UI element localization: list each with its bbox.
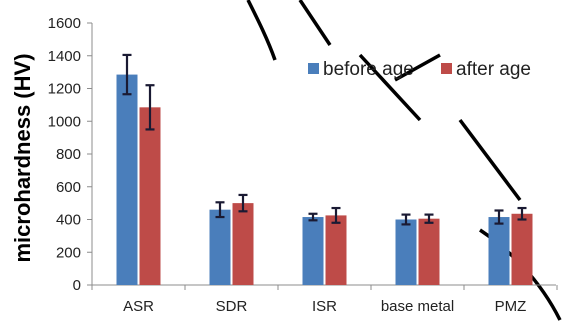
error-bars — [122, 53, 527, 226]
bar-after-sdr — [232, 203, 254, 285]
y-tick-label: 1600 — [48, 15, 81, 32]
bar-before-isr — [302, 217, 324, 285]
y-tick-label: 1400 — [48, 48, 81, 65]
bar-after-base-metal — [418, 218, 440, 285]
legend-label: after age — [456, 59, 531, 80]
y-tick-label: 0 — [73, 277, 81, 294]
y-tick-label: 1200 — [48, 81, 81, 98]
bar-before-pmz — [488, 217, 510, 285]
y-tick-label: 400 — [56, 212, 81, 229]
x-tick-label: ISR — [312, 298, 337, 315]
y-tick-label: 200 — [56, 244, 81, 261]
bars — [116, 74, 533, 285]
y-axis-label: microhardness (HV) — [10, 53, 35, 262]
x-tick-label: SDR — [216, 298, 248, 315]
y-tick-label: 800 — [56, 146, 81, 163]
x-tick-label: base metal — [381, 298, 454, 315]
y-tick-label: 1000 — [48, 113, 81, 130]
x-tick-label: ASR — [123, 298, 154, 315]
legend: before age after age — [308, 59, 531, 80]
legend-swatch — [441, 63, 452, 74]
axes — [87, 22, 558, 290]
bar-before-base-metal — [395, 219, 417, 285]
legend-swatch — [308, 63, 319, 74]
labels: 0 200 400 600 800 1000 1200 1400 1600 microhardne… — [10, 15, 526, 315]
y-tick-label: 600 — [56, 179, 81, 196]
bar-after-asr — [139, 107, 161, 285]
x-tick-label: PMZ — [495, 298, 527, 315]
bar-before-asr — [116, 74, 138, 285]
bar-before-sdr — [209, 209, 231, 285]
bar-after-isr — [325, 215, 347, 285]
legend-label: before age — [323, 59, 414, 80]
bar-after-pmz — [511, 213, 533, 285]
